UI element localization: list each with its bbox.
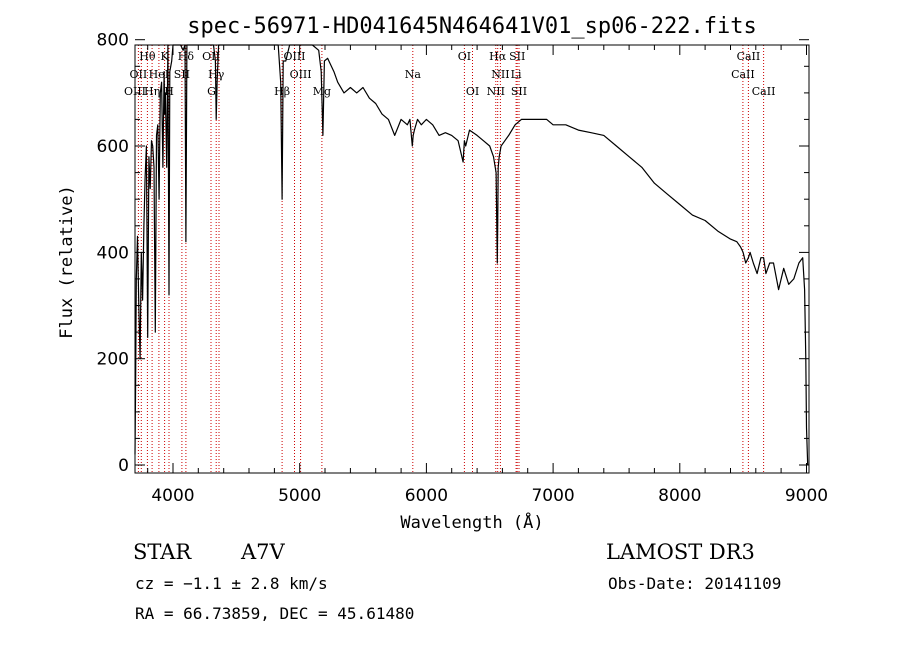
axis-ticks: 4000 5000 6000 7000 8000 9000 0 200 400 600 800	[97, 31, 829, 506]
line-label: SII	[511, 85, 527, 98]
line-label: Hγ	[208, 68, 225, 81]
line-label: SII	[509, 50, 525, 63]
x-tick-label: 9000	[785, 486, 828, 506]
line-label: SII	[174, 68, 190, 81]
line-label: Hη	[144, 85, 160, 98]
line-label: NII	[491, 68, 509, 81]
y-tick-label: 400	[97, 243, 129, 263]
line-label: Hα	[489, 50, 507, 63]
y-axis-label: Flux (relative)	[57, 185, 77, 339]
observation-date: Obs-Date: 20141109	[608, 574, 782, 593]
line-label: NII	[487, 85, 505, 98]
line-label: Li	[511, 68, 522, 81]
emission-line-markers	[137, 45, 765, 473]
survey-name: LAMOST DR3	[606, 540, 755, 564]
line-label: OI	[466, 85, 479, 98]
y-tick-label: 600	[97, 137, 129, 157]
line-label: OII	[130, 68, 148, 81]
y-tick-label: 0	[118, 456, 129, 476]
line-label: K	[160, 50, 169, 63]
line-label: Hθ	[139, 50, 156, 63]
y-tick-label: 200	[97, 350, 129, 370]
line-label: CaII	[731, 68, 755, 81]
line-label: HeI	[149, 68, 169, 81]
line-label: CaII	[752, 85, 776, 98]
line-label: OII	[202, 50, 220, 63]
line-label: G	[207, 85, 216, 98]
line-label: OIII	[290, 68, 312, 81]
x-tick-label: 5000	[278, 486, 321, 506]
redshift-value: cz = −1.1 ± 2.8 km/s	[135, 574, 328, 593]
plot-frame	[134, 44, 810, 474]
line-label: Hδ	[178, 50, 195, 63]
x-tick-label: 6000	[405, 486, 448, 506]
line-label: Na	[405, 68, 422, 81]
line-label: H	[164, 85, 174, 98]
y-tick-label: 800	[97, 31, 129, 51]
x-tick-label: 8000	[658, 486, 701, 506]
line-label: Hβ	[274, 85, 290, 98]
x-tick-label: 7000	[531, 486, 574, 506]
flux-series-line	[134, 44, 809, 466]
spectral-class: A7V	[241, 540, 285, 564]
x-axis-label: Wavelength (Å)	[400, 511, 543, 533]
line-label: CaII	[737, 50, 761, 63]
object-type: STAR	[133, 540, 192, 564]
x-tick-label: 4000	[151, 486, 194, 506]
sky-coordinates: RA = 66.73859, DEC = 45.61480	[135, 604, 415, 623]
line-label: OI	[458, 50, 471, 63]
chart-title: spec-56971-HD041645N464641V01_sp06-222.f…	[187, 14, 757, 39]
